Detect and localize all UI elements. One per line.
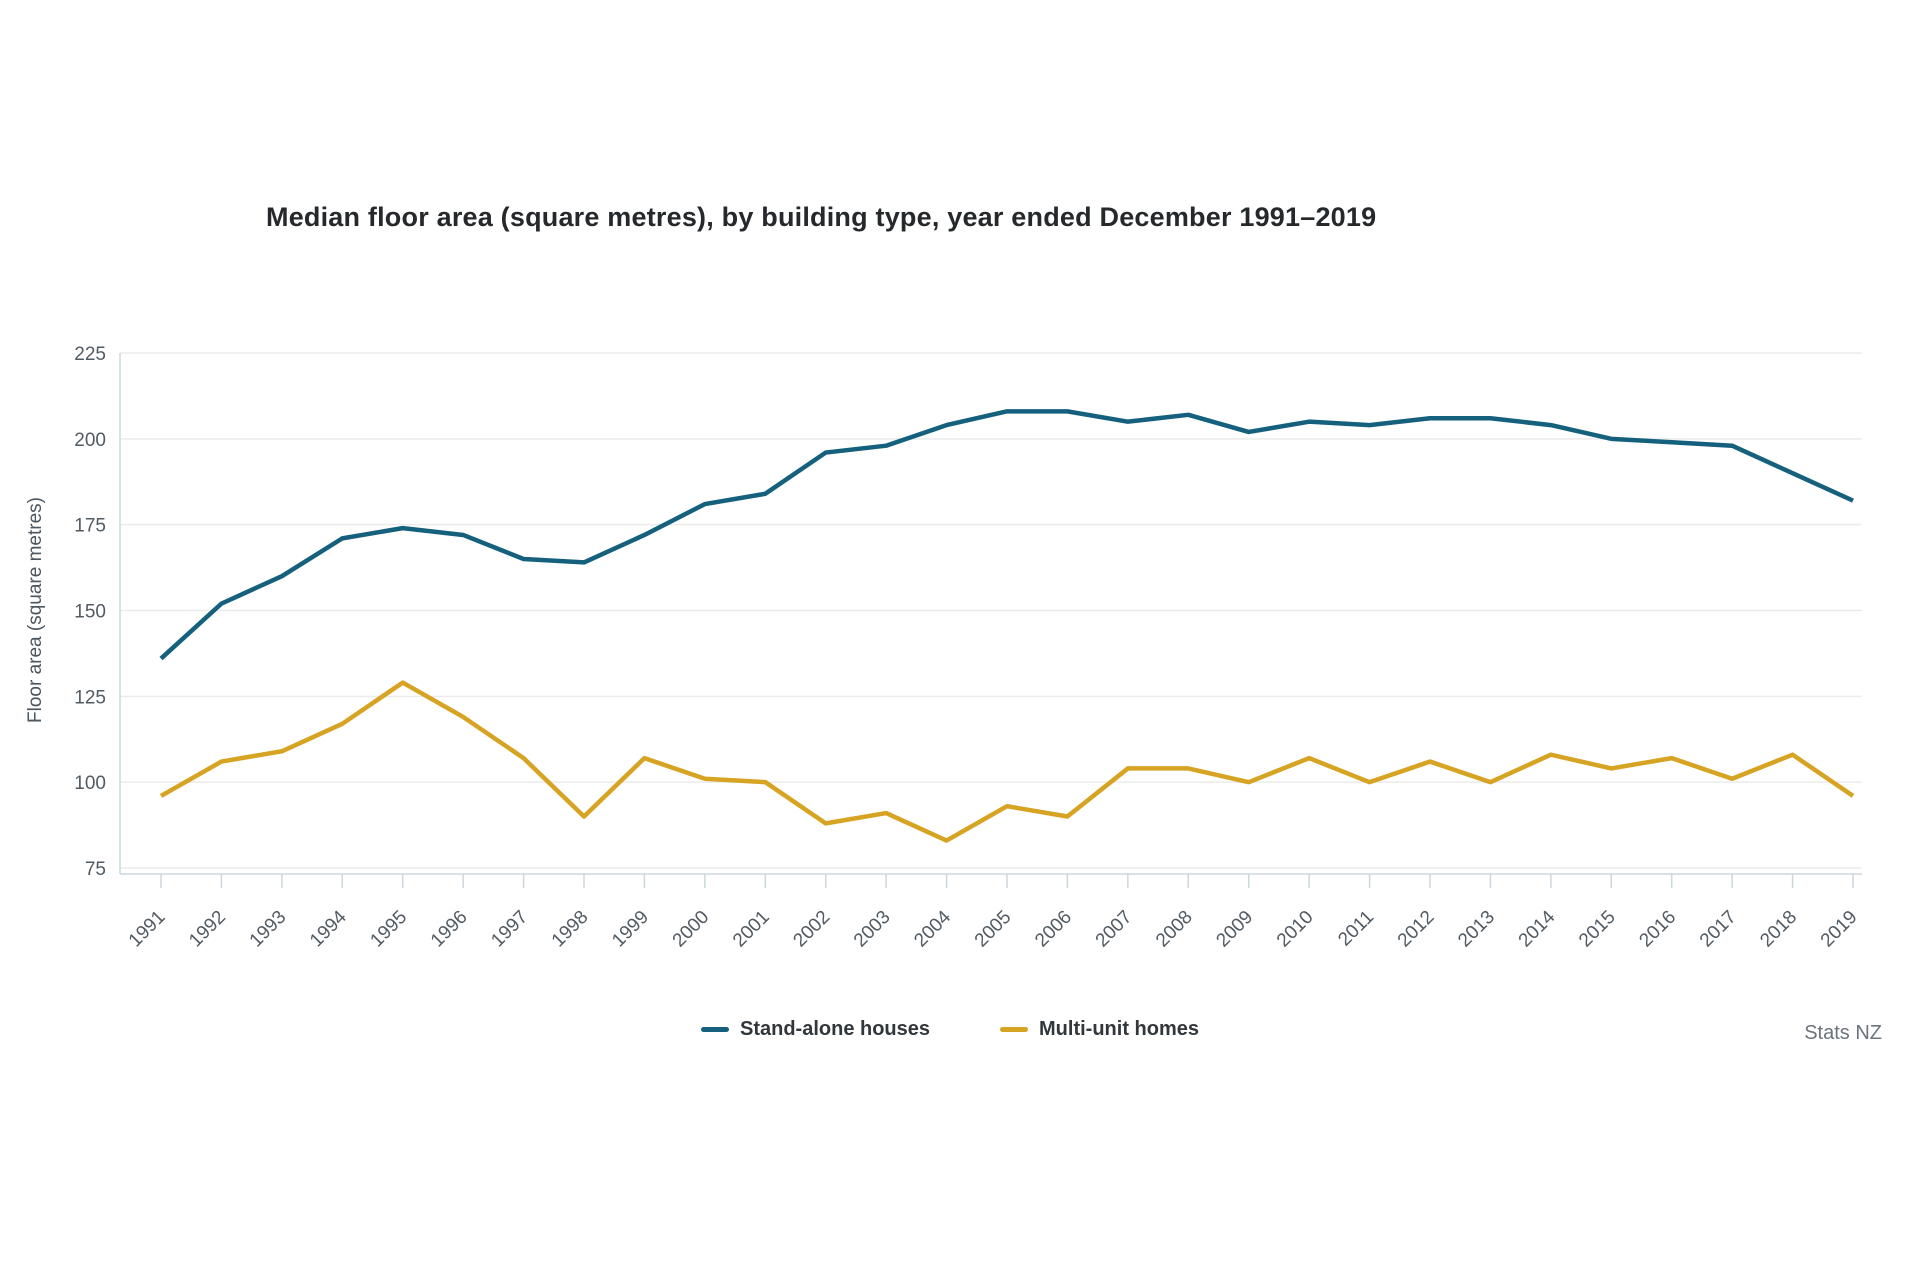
x-tick-label: 1995 xyxy=(367,907,412,952)
legend-label-stand-alone-houses: Stand-alone houses xyxy=(739,1018,931,1040)
x-tick-label: 1991 xyxy=(125,907,170,952)
x-tick-label: 2002 xyxy=(790,907,835,952)
x-tick-label: 2015 xyxy=(1575,907,1620,952)
x-tick-label: 2018 xyxy=(1756,907,1801,952)
legend: Stand-alone houses Multi-unit homes xyxy=(700,1018,1199,1041)
y-tick-label: 125 xyxy=(74,687,106,708)
legend-label-multi-unit-homes: Multi-unit homes xyxy=(1039,1018,1200,1040)
series-line-multi-unit-homes xyxy=(159,680,1855,843)
x-tick-label: 2000 xyxy=(669,907,714,952)
x-tick-label: 1997 xyxy=(487,907,532,952)
x-tick-label: 2004 xyxy=(910,906,955,951)
x-tick-label: 2009 xyxy=(1213,907,1258,952)
x-tick-label: 2008 xyxy=(1152,907,1197,952)
x-tick-label: 2014 xyxy=(1515,906,1560,951)
x-tick-label: 2012 xyxy=(1394,907,1439,952)
x-tick-label: 1992 xyxy=(185,907,230,952)
x-tick-label: 2019 xyxy=(1817,907,1862,952)
x-tick-label: 1998 xyxy=(548,907,593,952)
legend-item-multi-unit-homes: Multi-unit homes xyxy=(1000,1018,1199,1041)
x-tick-label: 1993 xyxy=(246,907,291,952)
x-tick-label: 1994 xyxy=(306,906,351,951)
y-tick-label: 175 xyxy=(74,516,106,537)
x-tick-label: 2003 xyxy=(850,907,895,952)
x-tick-label: 2017 xyxy=(1696,907,1741,952)
x-tick-label: 2006 xyxy=(1031,907,1076,952)
source-attribution: Stats NZ xyxy=(1804,1022,1882,1044)
x-tick-label: 2010 xyxy=(1273,907,1318,952)
stand-alone-houses-swatch-icon xyxy=(700,1027,729,1032)
y-tick-label: 75 xyxy=(85,859,106,880)
x-tick-label: 2007 xyxy=(1092,907,1137,952)
x-tick-label: 2001 xyxy=(729,907,774,952)
x-tick-label: 2016 xyxy=(1636,907,1681,952)
series-line-stand-alone-houses xyxy=(159,409,1854,661)
x-tick-label: 2013 xyxy=(1454,907,1499,952)
multi-unit-homes-swatch-icon xyxy=(1000,1027,1029,1032)
chart-title: Median floor area (square metres), by bu… xyxy=(266,202,1377,232)
y-tick-label: 150 xyxy=(74,602,106,623)
y-tick-label: 225 xyxy=(74,344,106,365)
x-tick-label: 2011 xyxy=(1334,907,1378,951)
y-tick-label: 200 xyxy=(74,430,106,451)
x-tick-label: 1996 xyxy=(427,907,472,952)
legend-item-stand-alone-houses: Stand-alone houses xyxy=(700,1018,931,1041)
y-tick-label: 100 xyxy=(74,773,106,794)
x-tick-label: 2005 xyxy=(971,907,1016,952)
x-tick-label: 1999 xyxy=(608,907,653,952)
